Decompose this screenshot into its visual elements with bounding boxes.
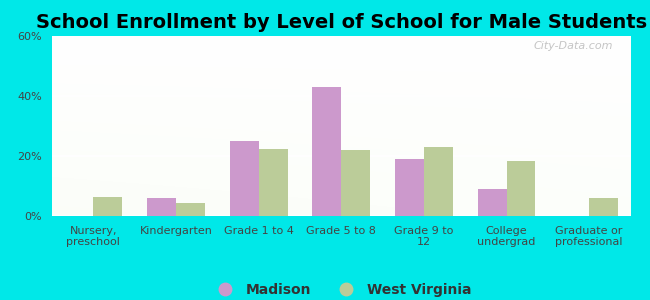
Bar <box>312 87 341 216</box>
Bar <box>147 198 176 216</box>
Bar <box>259 148 287 216</box>
Bar <box>424 147 453 216</box>
Text: City-Data.com: City-Data.com <box>534 41 613 51</box>
Bar <box>589 198 618 216</box>
Bar <box>506 160 536 216</box>
Bar <box>395 159 424 216</box>
Title: School Enrollment by Level of School for Male Students: School Enrollment by Level of School for… <box>36 13 647 32</box>
Bar <box>478 189 506 216</box>
Legend: Madison, West Virginia: Madison, West Virginia <box>205 278 477 300</box>
Bar <box>229 141 259 216</box>
Bar <box>176 202 205 216</box>
Bar <box>341 150 370 216</box>
Bar <box>94 196 122 216</box>
